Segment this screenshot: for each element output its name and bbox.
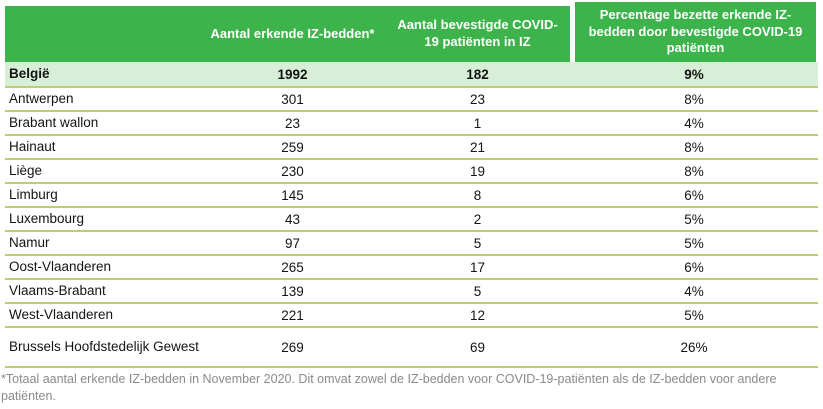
region-label: België <box>9 65 50 81</box>
percentage-value: 6% <box>684 187 704 203</box>
beds-value: 259 <box>281 139 304 155</box>
patients-value: 19 <box>469 163 486 179</box>
beds-value: 97 <box>284 235 301 251</box>
table-row: Liège 230 19 8% <box>5 160 818 184</box>
header-cell-covid-patients: Aantal bevestigde COVID-19 patiënten in … <box>385 6 570 62</box>
table-row-brussels: Brussels Hoofdstedelijk Gewest 269 69 26… <box>5 328 818 368</box>
percentage-value: 6% <box>684 259 704 275</box>
beds-value: 43 <box>284 211 301 227</box>
beds-value: 1992 <box>277 66 308 82</box>
region-label: Brussels Hoofdstedelijk Gewest <box>9 338 199 354</box>
beds-value: 139 <box>281 283 304 299</box>
table-row: Antwerpen 301 23 8% <box>5 88 818 112</box>
header-cell-beds: Aantal erkende IZ-bedden* <box>200 6 385 62</box>
percentage-value: 5% <box>684 235 704 251</box>
beds-value: 221 <box>281 307 304 323</box>
region-label: Hainaut <box>9 138 56 154</box>
iz-beds-table: Aantal erkende IZ-bedden* Aantal bevesti… <box>5 2 818 368</box>
patients-value: 182 <box>466 66 489 82</box>
table-row-total-belgie: België 1992 182 9% <box>5 62 818 88</box>
table-row: West-Vlaanderen 221 12 5% <box>5 304 818 328</box>
table-row: Luxembourg 43 2 5% <box>5 208 818 232</box>
header-cell-percentage: Percentage bezette erkende IZ-bedden doo… <box>570 2 818 62</box>
table-header-row: Aantal erkende IZ-bedden* Aantal bevesti… <box>5 2 818 62</box>
beds-value: 301 <box>281 91 304 107</box>
beds-value: 145 <box>281 187 304 203</box>
region-label: Oost-Vlaanderen <box>9 258 112 274</box>
table-row: Hainaut 259 21 8% <box>5 136 818 160</box>
table-row: Vlaams-Brabant 139 5 4% <box>5 280 818 304</box>
percentage-value: 8% <box>684 91 704 107</box>
percentage-value: 4% <box>684 115 704 131</box>
table-row: Oost-Vlaanderen 265 17 6% <box>5 256 818 280</box>
table-footnote: *Totaal aantal erkende IZ-bedden in Nove… <box>1 372 777 403</box>
table-row: Limburg 145 8 6% <box>5 184 818 208</box>
patients-value: 1 <box>473 115 482 131</box>
header-cell-percentage-box: Percentage bezette erkende IZ-bedden doo… <box>575 2 816 62</box>
table-row: Brabant wallon 23 1 4% <box>5 112 818 136</box>
patients-value: 21 <box>469 139 486 155</box>
region-label: Vlaams-Brabant <box>9 282 106 298</box>
percentage-value: 4% <box>684 283 704 299</box>
patients-value: 2 <box>473 211 482 227</box>
patients-value: 5 <box>473 283 482 299</box>
percentage-value: 8% <box>684 139 704 155</box>
region-label: Limburg <box>9 186 58 202</box>
patients-value: 17 <box>469 259 486 275</box>
region-label: Liège <box>9 162 43 178</box>
header-cell-region <box>5 6 200 62</box>
beds-value: 269 <box>281 339 304 355</box>
beds-value: 23 <box>284 115 301 131</box>
percentage-value: 26% <box>680 339 708 355</box>
beds-value: 265 <box>281 259 304 275</box>
patients-value: 23 <box>469 91 486 107</box>
region-label: West-Vlaanderen <box>9 306 114 322</box>
patients-value: 8 <box>473 187 482 203</box>
patients-value: 69 <box>469 339 486 355</box>
region-label: Namur <box>9 234 50 250</box>
table-row: Namur 97 5 5% <box>5 232 818 256</box>
region-label: Luxembourg <box>9 210 85 226</box>
percentage-value: 8% <box>684 163 704 179</box>
region-label: Brabant wallon <box>9 114 99 130</box>
percentage-value: 5% <box>684 307 704 323</box>
region-label: Antwerpen <box>9 90 74 106</box>
percentage-value: 9% <box>684 66 704 82</box>
patients-value: 12 <box>469 307 486 323</box>
patients-value: 5 <box>473 235 482 251</box>
beds-value: 230 <box>281 163 304 179</box>
percentage-value: 5% <box>684 211 704 227</box>
